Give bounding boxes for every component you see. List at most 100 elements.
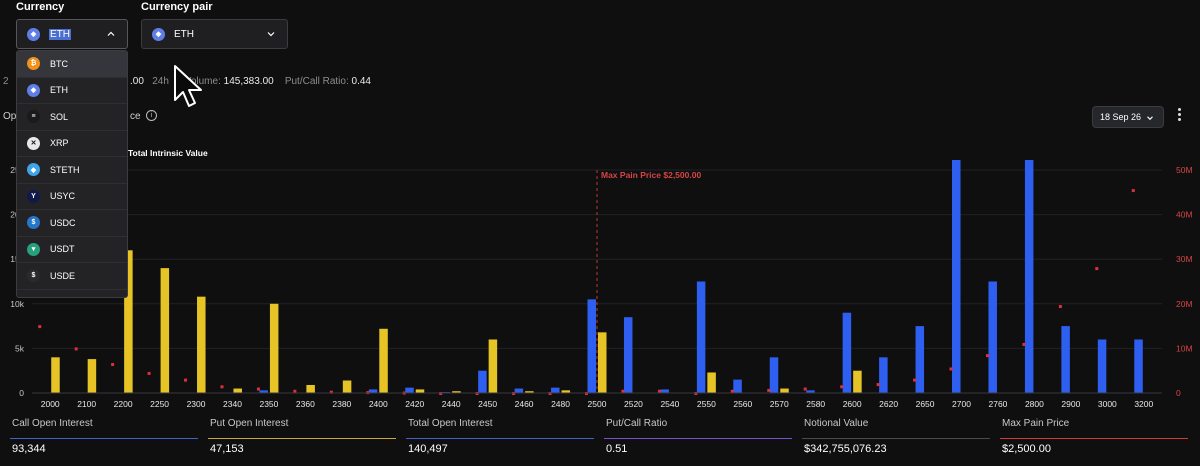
call-oi-bar [514, 388, 524, 393]
x-axis-tick-label: 2000 [41, 399, 60, 409]
volume-label: 24h [152, 76, 169, 87]
x-axis-tick-label: 2350 [259, 399, 278, 409]
put-oi-bar [525, 391, 534, 393]
usde-icon: $ [27, 269, 40, 283]
put-oi-bar [87, 359, 97, 393]
x-axis-tick-label: 2250 [150, 399, 169, 409]
right-axis-tick-label: 30M [1176, 254, 1193, 264]
more-options-icon[interactable] [1176, 108, 1182, 126]
currency-option-usyc[interactable]: Y USYC [17, 184, 127, 210]
right-axis-tick-label: 0 [1176, 388, 1181, 398]
call-oi-bar [259, 390, 268, 393]
call-oi-bar [879, 357, 888, 393]
x-axis-tick-label: 2100 [77, 399, 96, 409]
currency-dropdown-menu: ₿ BTC ◆ ETH ≡ SOL ✕ XRP ◆ STETH Y USYC $ USDC ▾ USDT $ US… [16, 50, 128, 298]
put-oi-bar [160, 268, 170, 393]
put-call-ratio-value: 0.44 [351, 76, 371, 87]
eth-icon: ◆ [152, 27, 165, 41]
currency-option-eth[interactable]: ◆ ETH [17, 78, 127, 104]
summary-stat-label: Call Open Interest [12, 418, 93, 429]
call-oi-bar [368, 389, 378, 393]
right-axis-tick-label: 10M [1176, 343, 1193, 353]
x-axis-tick-label: 2600 [843, 399, 862, 409]
put-oi-bar [124, 250, 133, 393]
currency-option-usde[interactable]: $ USDE [17, 263, 127, 290]
currency-pair-select[interactable]: ◆ ETH [141, 19, 288, 49]
summary-stats: Call Open Interest 93,344 Put Open Interes… [0, 418, 1200, 466]
summary-stat: Total Open Interest 140,497 [396, 418, 594, 455]
info-icon[interactable]: i [146, 110, 157, 121]
x-axis-tick-label: 2550 [697, 399, 716, 409]
currency-option-usdc[interactable]: $ USDC [17, 210, 127, 237]
intrinsic-value-point [256, 387, 260, 391]
usdt-icon: ▾ [27, 242, 40, 256]
x-axis-tick-label: 2580 [806, 399, 825, 409]
put-oi-bar [707, 372, 716, 393]
x-axis-tick-label: 2400 [369, 399, 388, 409]
put-oi-bar [853, 370, 862, 393]
call-oi-bar [1024, 160, 1034, 393]
intrinsic-value-point [876, 383, 880, 387]
intrinsic-value-point [293, 389, 297, 393]
currency-option-steth[interactable]: ◆ STETH [17, 157, 127, 184]
x-axis-tick-label: 3000 [1098, 399, 1117, 409]
put-oi-bar [561, 390, 571, 393]
intrinsic-value-point [913, 378, 917, 382]
currency-option-usdt[interactable]: ▾ USDT [17, 237, 127, 263]
summary-stat-value: $2,500.00 [1002, 443, 1051, 455]
call-oi-bar [769, 357, 779, 393]
summary-stat-label: Put/Call Ratio [606, 418, 668, 429]
currency-select[interactable]: ◆ ETH [16, 19, 128, 49]
right-axis-tick-label: 40M [1176, 210, 1193, 220]
currency-pair-label: Currency pair [141, 1, 213, 13]
put-oi-bar [452, 391, 461, 393]
chevron-up-icon [107, 31, 115, 36]
left-axis-tick-label: 0 [19, 388, 24, 398]
steth-icon: ◆ [27, 163, 40, 177]
summary-stat: Max Pain Price $2,500.00 [990, 418, 1188, 455]
volume-fragment: .00 [130, 76, 144, 87]
summary-stat: Put/Call Ratio 0.51 [594, 418, 792, 455]
put-oi-bar [780, 388, 789, 393]
intrinsic-value-point [147, 371, 151, 375]
call-oi-bar [696, 281, 706, 393]
x-axis-tick-label: 2900 [1061, 399, 1080, 409]
x-axis-tick-label: 2760 [989, 399, 1008, 409]
call-oi-bar [1097, 339, 1107, 393]
currency-option-xrp[interactable]: ✕ XRP [17, 131, 127, 157]
left-axis-tick-label: 5k [15, 343, 25, 353]
intrinsic-value-point [1131, 189, 1135, 193]
x-axis-tick-label: 2620 [879, 399, 898, 409]
call-oi-bar [623, 317, 633, 393]
currency-option-sol[interactable]: ≡ SOL [17, 104, 127, 131]
put-oi-bar [342, 380, 352, 393]
expiry-select[interactable]: 18 Sep 26 [1092, 106, 1164, 128]
intrinsic-value-point [1022, 342, 1026, 346]
x-axis-tick-label: 2460 [515, 399, 534, 409]
summary-stat: Notional Value $342,755,076.23 [792, 418, 990, 455]
summary-stat-label: Notional Value [804, 418, 869, 429]
x-axis-tick-label: 2570 [770, 399, 789, 409]
summary-stat-label: Put Open Interest [210, 418, 289, 429]
x-axis-tick-label: 2500 [588, 399, 607, 409]
summary-stat-value: $342,755,076.23 [804, 443, 887, 455]
intrinsic-value-point [220, 385, 224, 389]
x-axis-tick-label: 2300 [187, 399, 206, 409]
intrinsic-value-point [329, 390, 333, 394]
section-title-tail: ce [130, 111, 141, 122]
summary-stat-underline [406, 438, 594, 439]
put-oi-bar [197, 296, 206, 393]
x-axis-tick-label: 2560 [733, 399, 752, 409]
chevron-down-icon [1147, 116, 1153, 121]
call-oi-bar [1134, 339, 1143, 393]
currency-option-label: XRP [50, 138, 69, 149]
summary-stat: Call Open Interest 93,344 [0, 418, 198, 455]
call-oi-bar [587, 299, 596, 393]
call-oi-bar [551, 387, 560, 393]
call-oi-bar [405, 387, 414, 393]
currency-option-btc[interactable]: ₿ BTC [17, 51, 127, 78]
put-oi-bar [488, 339, 498, 393]
call-oi-bar [660, 389, 669, 393]
currency-pair-selected-value: ETH [174, 28, 194, 40]
left-axis-tick-label: 10k [10, 299, 24, 309]
